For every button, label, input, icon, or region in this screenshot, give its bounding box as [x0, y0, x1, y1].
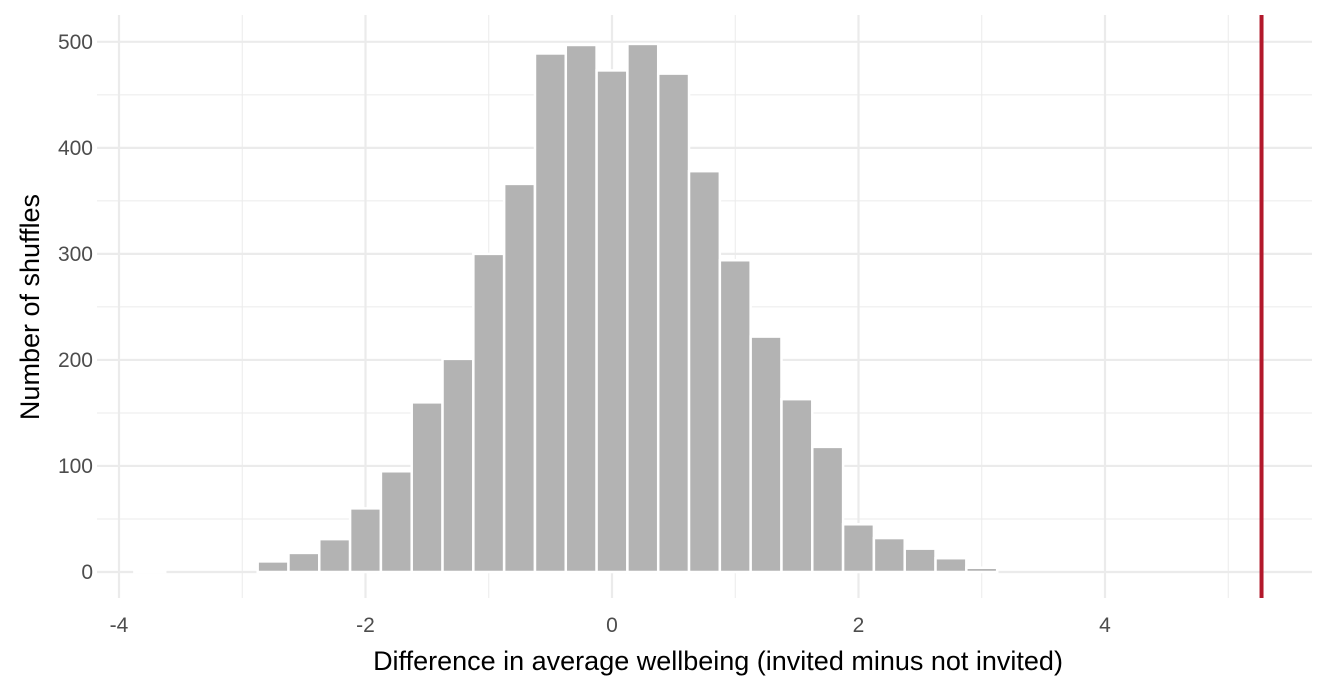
x-tick-labels: -4 -2 0 2 4 — [110, 614, 1112, 637]
histogram-bar — [318, 537, 352, 574]
x-tick-label: 4 — [1099, 614, 1111, 637]
bars — [133, 42, 999, 574]
histogram-bar — [903, 547, 937, 574]
histogram-bar — [965, 566, 999, 574]
histogram-bar — [718, 258, 752, 574]
histogram-bar — [133, 569, 167, 574]
histogram-bar — [595, 69, 629, 574]
histogram-bar — [472, 252, 506, 574]
histogram-bar — [687, 169, 722, 574]
histogram-bar — [410, 401, 444, 574]
x-tick-label: -2 — [356, 614, 375, 637]
histogram-bar — [626, 42, 660, 574]
histogram-bar — [811, 445, 845, 574]
histogram-bar — [934, 556, 968, 574]
histogram-bar — [256, 560, 290, 574]
y-axis-title: Number of shuffles — [15, 194, 45, 420]
x-tick-label: -4 — [110, 614, 129, 637]
histogram-bar — [287, 551, 321, 574]
y-tick-label: 100 — [58, 455, 93, 478]
histogram-bar — [841, 523, 876, 574]
y-tick-label: 200 — [58, 349, 93, 372]
histogram-bar — [872, 536, 906, 574]
histogram-bar — [502, 182, 537, 574]
histogram-bar — [348, 507, 383, 574]
x-axis-title: Difference in average wellbeing (invited… — [373, 646, 1063, 676]
histogram-bar — [379, 470, 413, 574]
histogram-bar — [564, 43, 598, 574]
histogram-bar — [441, 357, 475, 574]
y-tick-label: 500 — [58, 31, 93, 54]
y-tick-label: 0 — [81, 561, 93, 584]
histogram-bar — [749, 335, 783, 574]
y-tick-label: 400 — [58, 137, 93, 160]
histogram-bar — [533, 52, 568, 574]
y-tick-label: 300 — [58, 243, 93, 266]
histogram-bar — [780, 397, 814, 574]
x-tick-label: 0 — [606, 614, 618, 637]
x-tick-label: 2 — [853, 614, 865, 637]
histogram-bar — [656, 72, 691, 574]
y-tick-labels: 0 100 200 300 400 500 — [58, 31, 93, 584]
